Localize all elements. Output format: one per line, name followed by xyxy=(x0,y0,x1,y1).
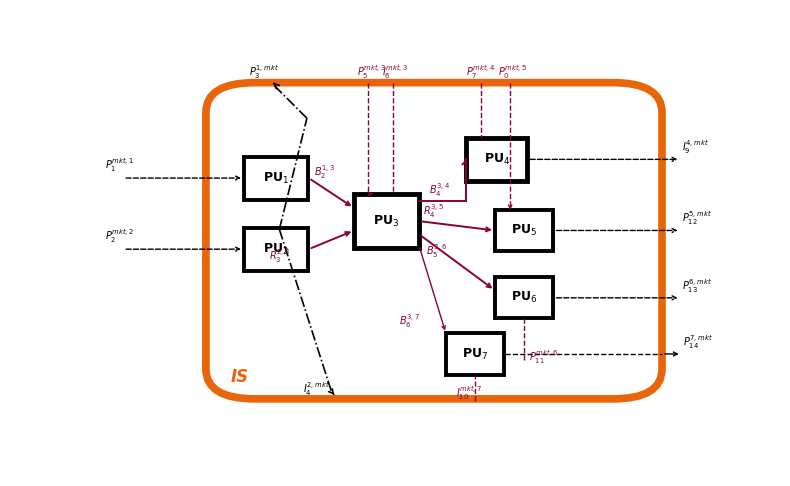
Text: $B_4^{3,4}$: $B_4^{3,4}$ xyxy=(430,182,450,199)
FancyBboxPatch shape xyxy=(495,277,553,318)
FancyBboxPatch shape xyxy=(206,83,662,399)
Text: PU$_6$: PU$_6$ xyxy=(511,290,537,305)
FancyBboxPatch shape xyxy=(244,227,308,271)
FancyBboxPatch shape xyxy=(495,210,553,251)
Text: $B_2^{1,3}$: $B_2^{1,3}$ xyxy=(314,164,335,181)
Text: $B_6^{3,7}$: $B_6^{3,7}$ xyxy=(399,312,419,330)
FancyBboxPatch shape xyxy=(446,333,504,375)
Text: $R_4^{3,5}$: $R_4^{3,5}$ xyxy=(423,203,445,220)
Text: IS: IS xyxy=(231,368,249,386)
Text: $I_4^{2,mkt}$: $I_4^{2,mkt}$ xyxy=(303,381,329,398)
Text: $I_{10}^{mkt,7}$: $I_{10}^{mkt,7}$ xyxy=(456,385,482,402)
FancyBboxPatch shape xyxy=(244,156,308,200)
Text: $B_5^{3,6}$: $B_5^{3,6}$ xyxy=(427,243,447,260)
FancyBboxPatch shape xyxy=(466,138,528,181)
Text: PU$_3$: PU$_3$ xyxy=(374,213,400,228)
Text: PU$_7$: PU$_7$ xyxy=(462,347,488,362)
FancyBboxPatch shape xyxy=(355,194,419,248)
Text: PU$_2$: PU$_2$ xyxy=(263,242,289,257)
Text: $P_{13}^{6,mkt}$: $P_{13}^{6,mkt}$ xyxy=(682,278,712,295)
Text: PU$_4$: PU$_4$ xyxy=(483,152,510,167)
Text: $P_{11}^{mkt,6}$: $P_{11}^{mkt,6}$ xyxy=(529,349,559,366)
Text: $P_{12}^{5,mkt}$: $P_{12}^{5,mkt}$ xyxy=(682,210,712,227)
Text: PU$_5$: PU$_5$ xyxy=(511,223,537,238)
Text: $I_6^{mkt,3}$: $I_6^{mkt,3}$ xyxy=(382,64,408,81)
Text: $P_{14}^{7,mkt}$: $P_{14}^{7,mkt}$ xyxy=(683,334,713,351)
Text: $P_0^{mkt,5}$: $P_0^{mkt,5}$ xyxy=(498,64,527,81)
Text: $P_2^{mkt,2}$: $P_2^{mkt,2}$ xyxy=(105,227,134,244)
Text: $P_5^{mkt,3}$: $P_5^{mkt,3}$ xyxy=(357,64,386,81)
Text: $P_7^{mkt,4}$: $P_7^{mkt,4}$ xyxy=(466,64,495,81)
Text: $R_3^{2,3}$: $R_3^{2,3}$ xyxy=(269,248,290,265)
Text: $I_9^{4,mkt}$: $I_9^{4,mkt}$ xyxy=(682,139,709,156)
Text: PU$_1$: PU$_1$ xyxy=(263,171,289,186)
Text: $P_3^{1,mkt}$: $P_3^{1,mkt}$ xyxy=(249,64,279,81)
Text: $P_1^{mkt,1}$: $P_1^{mkt,1}$ xyxy=(105,156,134,174)
